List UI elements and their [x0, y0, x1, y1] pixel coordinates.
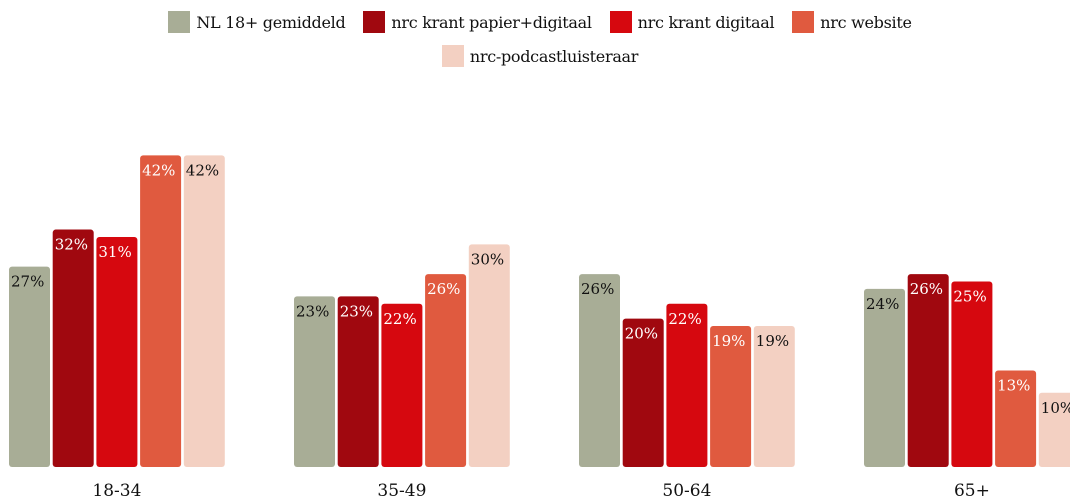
- x-tick-label: 50-64: [662, 481, 711, 500]
- legend-label: nrc krant papier+digitaal: [391, 12, 592, 32]
- legend-item: NL 18+ gemiddeld: [168, 11, 346, 33]
- bar: [337, 296, 379, 467]
- value-label: 23%: [296, 302, 329, 320]
- value-label: 24%: [866, 295, 899, 313]
- legend-swatch: [609, 11, 632, 33]
- bar: [52, 229, 94, 467]
- value-label: 19%: [712, 332, 745, 350]
- bar: [951, 281, 993, 467]
- value-label: 20%: [625, 325, 658, 343]
- value-label: 22%: [383, 310, 416, 328]
- bar: [9, 266, 50, 467]
- value-label: 25%: [953, 288, 986, 306]
- value-label: 26%: [581, 280, 614, 298]
- x-tick-label: 18-34: [92, 481, 141, 500]
- bar: [753, 326, 795, 467]
- bar: [710, 326, 752, 467]
- bar: [468, 244, 510, 467]
- value-label: 10%: [1041, 399, 1070, 417]
- legend-item: nrc krant papier+digitaal: [363, 11, 592, 33]
- legend-label: nrc-podcastluisteraar: [469, 46, 639, 66]
- legend-swatch: [441, 45, 464, 67]
- legend-swatch: [168, 11, 191, 33]
- value-label: 42%: [142, 161, 175, 179]
- x-tick-label: 65+: [954, 481, 990, 500]
- legend-item: nrc-podcastluisteraar: [441, 45, 639, 67]
- x-tick-label: 35-49: [377, 481, 426, 500]
- legend-label: nrc website: [820, 12, 912, 32]
- value-label: 26%: [427, 280, 460, 298]
- value-label: 26%: [910, 280, 943, 298]
- bar: [579, 274, 620, 467]
- value-label: 31%: [98, 243, 131, 261]
- legend: NL 18+ gemiddeld nrc krant papier+digitaa…: [110, 11, 970, 67]
- value-label: 22%: [668, 310, 701, 328]
- legend-swatch: [363, 11, 386, 33]
- value-label: 19%: [756, 332, 789, 350]
- bar: [907, 274, 949, 467]
- legend-item: nrc website: [792, 11, 912, 33]
- bar: [995, 370, 1037, 467]
- legend-swatch: [792, 11, 815, 33]
- bar: [425, 274, 467, 467]
- bar: [1038, 392, 1070, 467]
- value-label: 13%: [997, 377, 1030, 395]
- value-label: 23%: [340, 302, 373, 320]
- bar: [96, 236, 138, 467]
- legend-label: NL 18+ gemiddeld: [196, 12, 346, 32]
- bar: [381, 303, 423, 467]
- bar: [666, 303, 708, 467]
- legend-item: nrc krant digitaal: [609, 11, 775, 33]
- bar: [140, 155, 182, 468]
- value-label: 27%: [11, 273, 44, 291]
- bar: [183, 155, 225, 468]
- bar: [864, 288, 905, 467]
- value-label: 42%: [186, 161, 219, 179]
- value-label: 32%: [55, 236, 88, 254]
- bar: [622, 318, 664, 467]
- value-label: 30%: [471, 250, 504, 268]
- legend-label: nrc krant digitaal: [637, 12, 775, 32]
- bar: [294, 296, 335, 467]
